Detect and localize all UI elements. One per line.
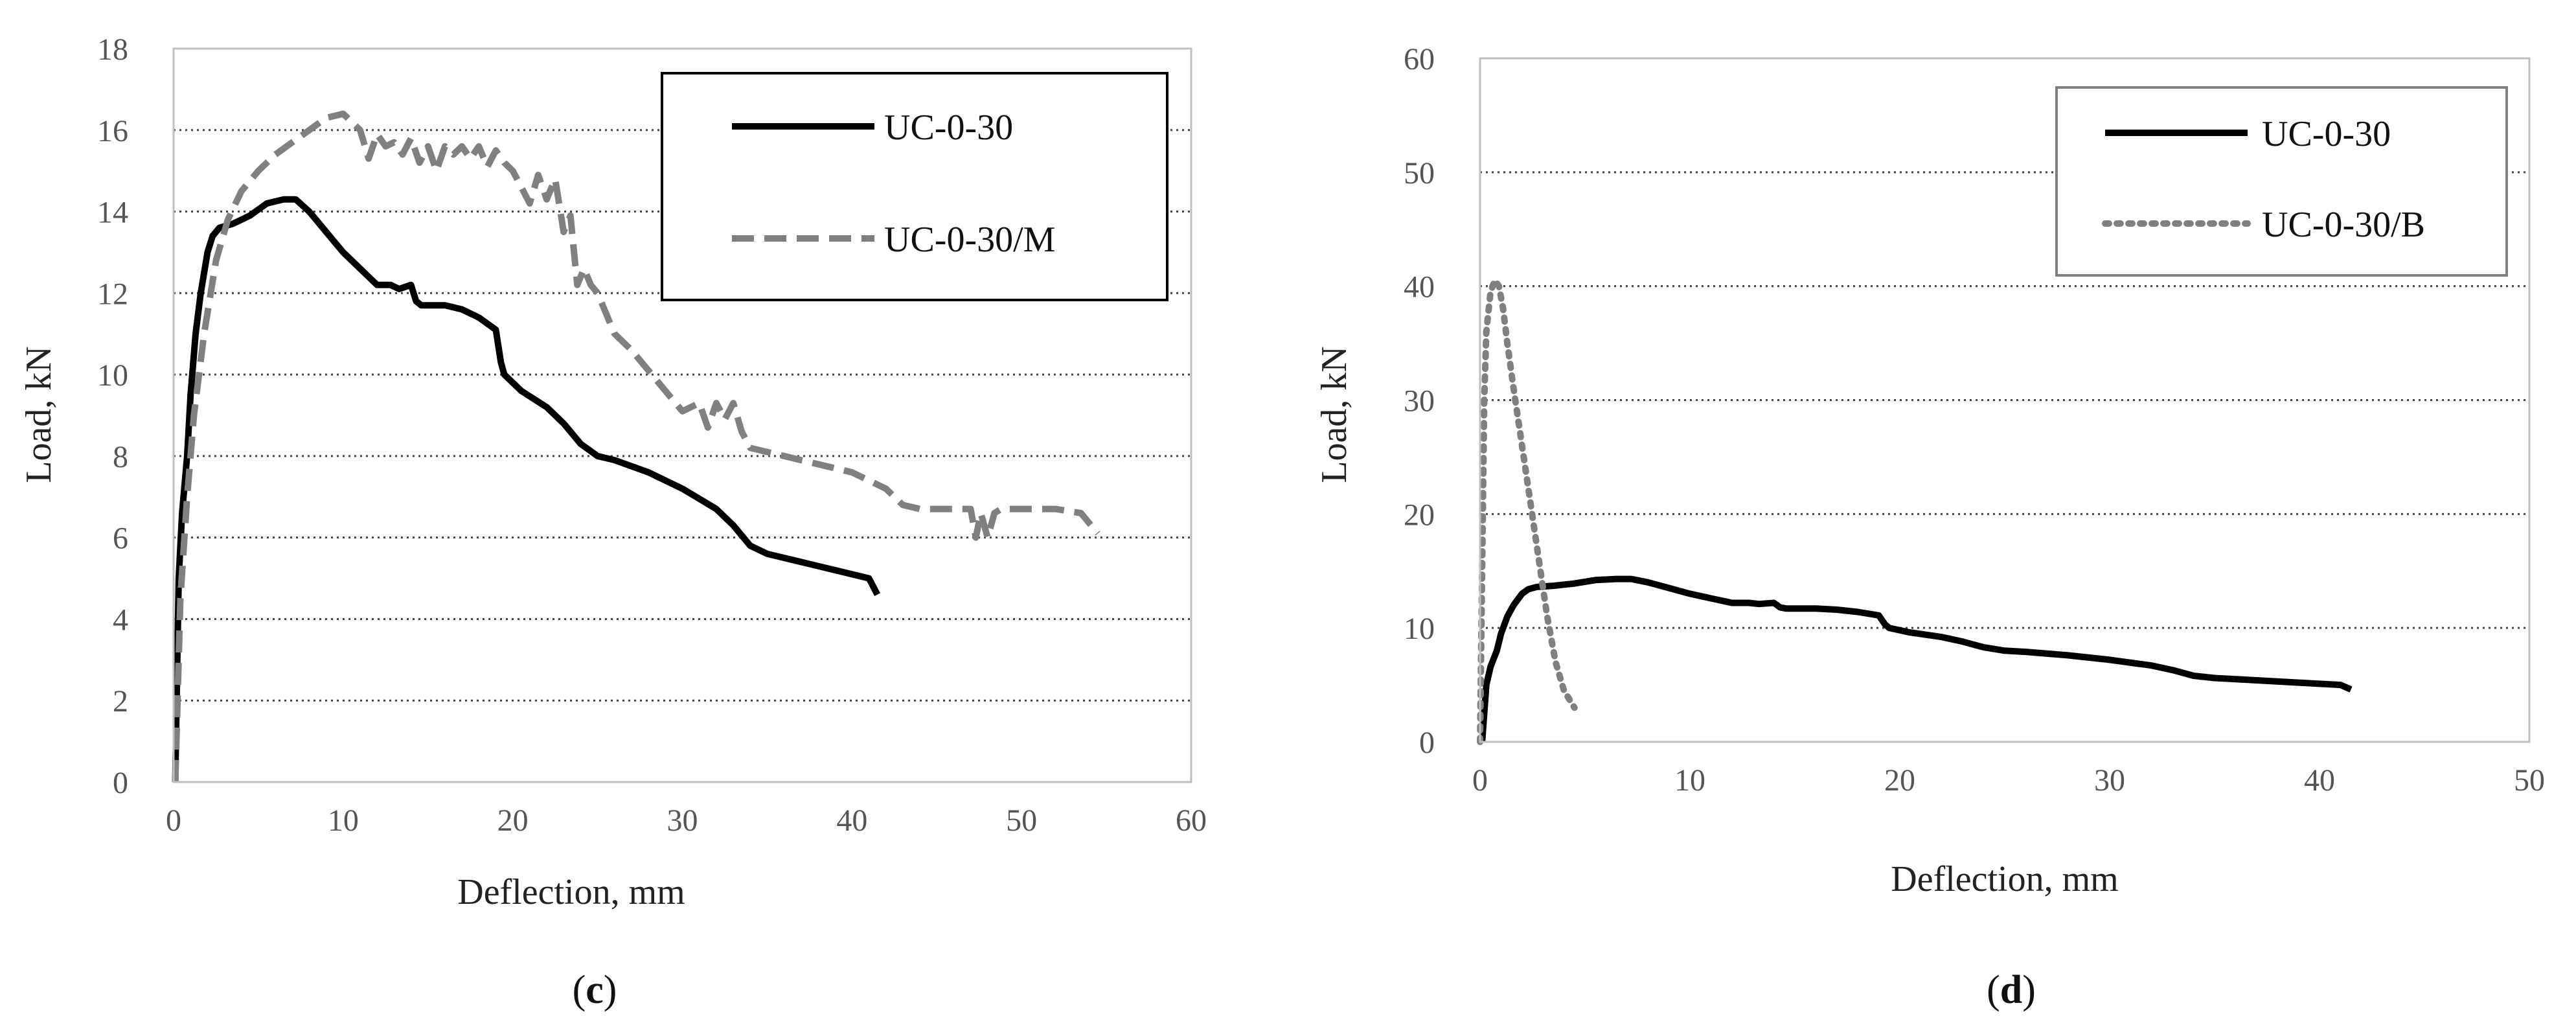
panel-d-y-tick-label: 30 (1404, 384, 1435, 419)
panel-d-series-uc-0-30 (1479, 575, 2353, 742)
panel-c-x-tick-label: 40 (836, 803, 867, 838)
panel-d-y-tick-label: 0 (1419, 726, 1435, 760)
panel-c-y-tick-label: 8 (113, 440, 128, 474)
panel-d-x-tick-label: 0 (1472, 763, 1488, 798)
panel-c-series-uc-0-30-m (172, 110, 1100, 783)
panel-d-y-tick-label: 10 (1404, 612, 1435, 646)
panel-d-y-ticks: 0 10 20 30 40 50 60 (1404, 42, 1435, 760)
panel-d-lines (1477, 277, 2353, 745)
panel-c-y-tick-label: 16 (97, 114, 128, 148)
panel-c-series-uc-0-30 (172, 196, 881, 783)
panel-c-legend-box (661, 72, 1168, 301)
panel-c-y-tick-label: 4 (113, 603, 128, 637)
panel-c-caption-open: ( (573, 968, 586, 1012)
panel-c-x-axis-label: Deflection, mm (457, 872, 685, 912)
panel-c-x-tick-label: 50 (1006, 803, 1037, 838)
panel-c-lines (172, 110, 1100, 783)
panel-c-caption-close: ) (604, 968, 617, 1012)
panel-c-caption: (c) (573, 968, 617, 1012)
panel-c-x-tick-label: 30 (667, 803, 698, 838)
panel-d-y-tick-label: 50 (1404, 156, 1435, 190)
panel-d-x-tick-label: 40 (2304, 763, 2335, 798)
panel-d-series-uc-0-30-b (1477, 277, 1578, 745)
panel-d-y-tick-label: 20 (1404, 498, 1435, 532)
panel-d-legend-label-uc-0-30-b: UC-0-30/B (2262, 205, 2425, 245)
panel-d-plot-frame (1479, 57, 2531, 743)
panel-d-x-ticks: 0 10 20 30 40 50 (1472, 763, 2545, 798)
panel-d-caption-close: ) (2022, 968, 2036, 1012)
panel-c-y-tick-label: 14 (97, 196, 128, 230)
panel-c-y-tick-label: 18 (97, 32, 128, 67)
panel-d-x-tick-label: 50 (2514, 763, 2545, 798)
panel-d-y-tick-label: 60 (1404, 42, 1435, 76)
panel-c-x-tick-label: 20 (497, 803, 529, 838)
panel-c-x-tick-label: 10 (328, 803, 359, 838)
panel-d-x-tick-label: 30 (2094, 763, 2125, 798)
panel-c-y-tick-label: 0 (113, 766, 128, 800)
panel-d-y-tick-label: 40 (1404, 270, 1435, 305)
panel-d-caption-open: ( (1987, 968, 2000, 1012)
panel-d-legend: UC-0-30 UC-0-30/B (2055, 86, 2508, 277)
panel-d: 0 10 20 30 40 50 60 0 10 20 30 40 50 Deflection, mm… (1314, 42, 2545, 1012)
panel-c-legend: UC-0-30 UC-0-30/M (661, 72, 1168, 301)
panel-c-legend-label-uc-0-30: UC-0-30 (884, 108, 1013, 148)
panel-c-y-ticks: 0 2 4 6 8 10 12 14 16 18 (97, 32, 128, 800)
panel-c-y-tick-label: 6 (113, 522, 128, 556)
panel-d-caption-letter: d (2000, 968, 2022, 1012)
panel-d-caption: (d) (1987, 968, 2036, 1012)
panel-d-x-tick-label: 10 (1674, 763, 1705, 798)
panel-c-y-tick-label: 12 (97, 277, 128, 311)
panel-d-legend-label-uc-0-30: UC-0-30 (2262, 114, 2391, 154)
panel-c: 0 2 4 6 8 10 12 14 16 18 0 10 20 30 40 50 60 Deflection… (19, 32, 1207, 1012)
panel-d-x-axis-label: Deflection, mm (1891, 859, 2118, 899)
panel-c-x-ticks: 0 10 20 30 40 50 60 (166, 803, 1207, 838)
panel-c-legend-label-uc-0-30-m: UC-0-30/M (884, 220, 1055, 260)
panel-c-y-tick-label: 10 (97, 358, 128, 393)
panel-c-x-tick-label: 60 (1176, 803, 1207, 838)
panel-c-caption-letter: c (586, 968, 604, 1012)
panel-c-x-tick-label: 0 (166, 803, 181, 838)
panel-c-plot-frame (172, 47, 1192, 783)
panel-d-legend-box (2055, 86, 2508, 277)
panel-d-y-axis-label: Load, kN (1314, 346, 1354, 483)
panel-c-y-tick-label: 2 (113, 684, 128, 719)
panel-d-x-tick-label: 20 (1884, 763, 1915, 798)
panel-c-y-axis-label: Load, kN (19, 346, 59, 483)
